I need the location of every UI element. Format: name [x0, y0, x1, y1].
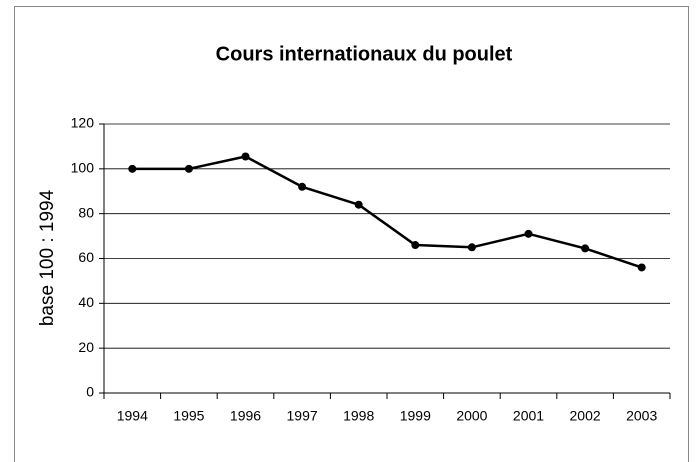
x-tick-label: 1996	[230, 408, 261, 424]
y-tick-label: 100	[71, 160, 95, 176]
x-tick-label: 1997	[287, 408, 318, 424]
y-tick-label: 120	[71, 115, 95, 131]
x-tick-label: 2000	[456, 408, 487, 424]
chart-title: Cours internationaux du poulet	[216, 43, 513, 65]
point	[637, 263, 646, 272]
point	[467, 243, 476, 252]
chart-frame	[14, 6, 689, 462]
y-tick-label: 80	[78, 204, 94, 220]
point	[354, 200, 363, 209]
y-tick-label: 20	[78, 339, 94, 355]
point	[298, 182, 307, 191]
y-axis-label: base 100 : 1994	[37, 189, 58, 326]
point	[411, 241, 420, 250]
x-tick-label: 1999	[400, 408, 431, 424]
point	[128, 164, 137, 173]
x-tick-label: 1995	[173, 408, 204, 424]
line	[132, 155, 643, 269]
x-tick-label: 1998	[343, 408, 374, 424]
x-tick-label: 2002	[570, 408, 601, 424]
y-tick-label: 40	[78, 294, 94, 310]
y-tick-label: 60	[78, 249, 94, 265]
x-tick-label: 1994	[117, 408, 148, 424]
point	[524, 229, 533, 238]
point	[184, 164, 193, 173]
x-tick-label: 2001	[513, 408, 544, 424]
y-tick-label: 0	[86, 384, 94, 400]
point	[241, 152, 250, 161]
point	[581, 244, 590, 253]
x-tick-label: 2003	[626, 408, 657, 424]
